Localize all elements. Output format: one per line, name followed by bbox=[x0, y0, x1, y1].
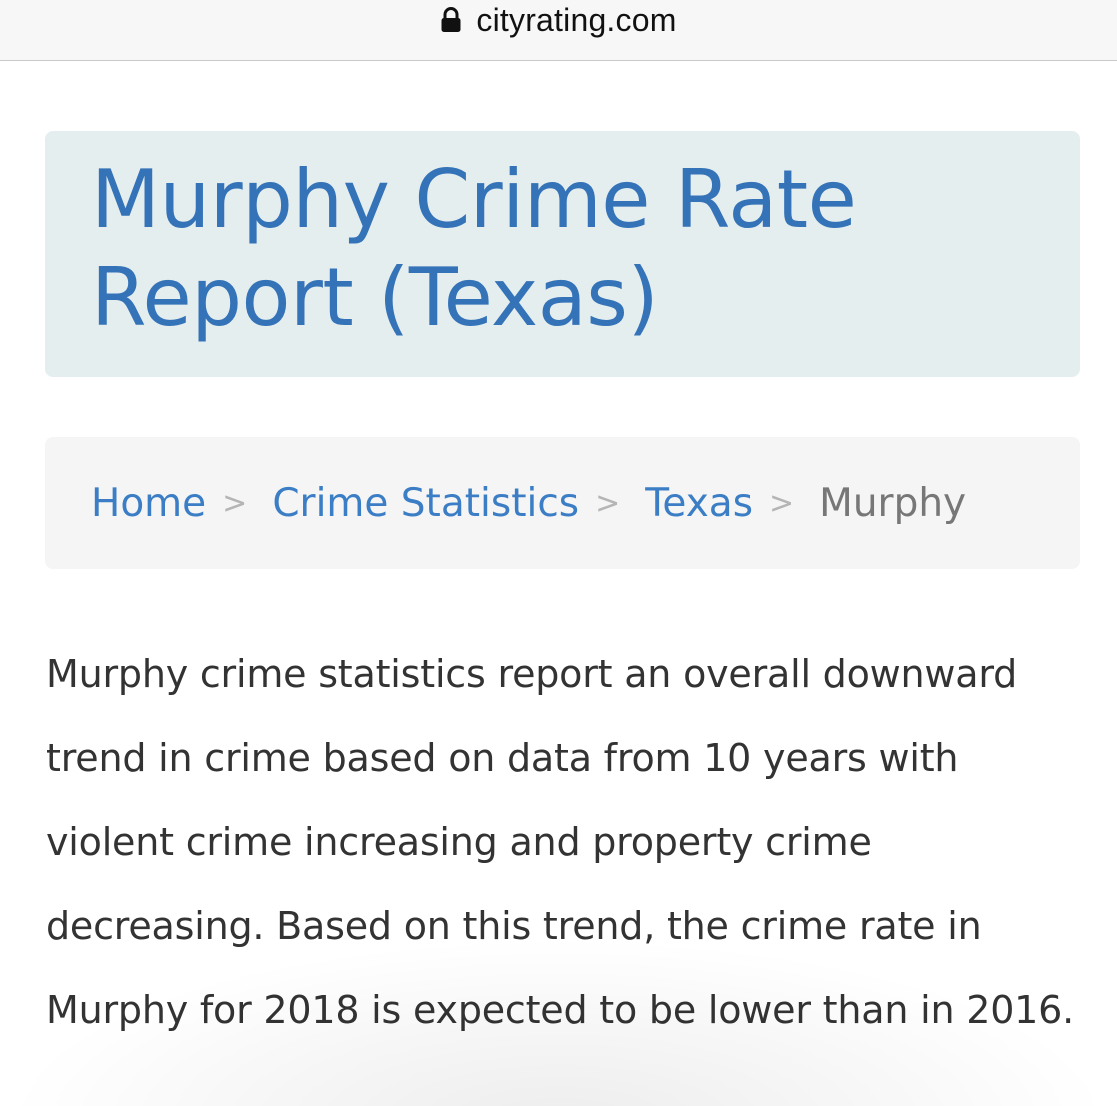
address-bar[interactable]: cityrating.com bbox=[0, 0, 1117, 61]
breadcrumb-crime-statistics-link[interactable]: Crime Statistics bbox=[272, 480, 580, 526]
breadcrumb-home-link[interactable]: Home bbox=[91, 480, 207, 526]
page-title-line-2: Report (Texas) bbox=[91, 251, 659, 344]
address-bar-content[interactable]: cityrating.com bbox=[440, 2, 676, 39]
breadcrumb-texas-link[interactable]: Texas bbox=[645, 480, 754, 526]
breadcrumb-separator: > bbox=[769, 485, 795, 521]
breadcrumb-separator: > bbox=[595, 485, 621, 521]
page-title: Murphy Crime Rate Report (Texas) bbox=[91, 151, 1080, 347]
intro-paragraph: Murphy crime statistics report an overal… bbox=[46, 652, 1074, 1032]
page-title-line-1: Murphy Crime Rate bbox=[91, 153, 857, 246]
page-title-banner: Murphy Crime Rate Report (Texas) bbox=[45, 131, 1080, 377]
url-text[interactable]: cityrating.com bbox=[476, 1, 677, 38]
breadcrumb-current-murphy: Murphy bbox=[819, 480, 967, 526]
breadcrumb: Home > Crime Statistics > Texas > Murphy bbox=[45, 437, 1080, 569]
breadcrumb-separator: > bbox=[222, 485, 248, 521]
lock-icon bbox=[440, 7, 462, 33]
